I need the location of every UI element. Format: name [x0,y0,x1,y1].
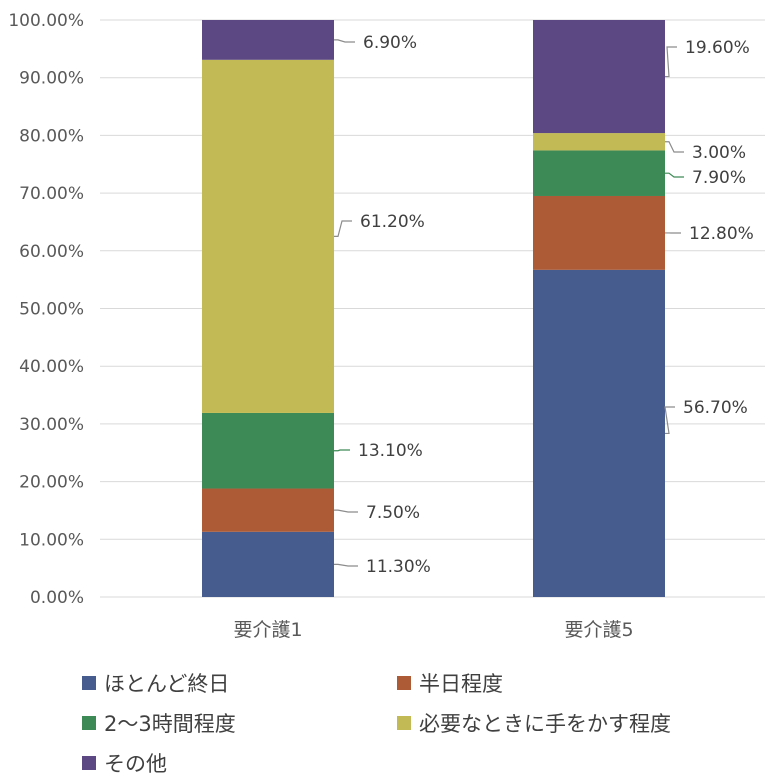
data-label: 19.60% [685,38,750,58]
legend-item: ほとんど終日 [82,668,229,698]
data-label: 61.20% [360,212,425,232]
legend-swatch [82,756,96,770]
leader-line [334,450,350,451]
y-tick-label: 60.00% [19,242,84,262]
data-label: 6.90% [363,33,417,53]
y-tick-label: 80.00% [19,126,84,146]
legend-label: ほとんど終日 [104,668,229,698]
legend-swatch [82,676,96,690]
legend-label: 2〜3時間程度 [104,708,236,738]
leader-line [665,47,677,77]
bar-segment [202,413,334,489]
x-tick-label: 要介護1 [233,619,302,640]
leader-line [665,142,684,152]
y-tick-label: 70.00% [19,184,84,204]
legend-item: 必要なときに手をかす程度 [397,708,671,738]
bar-segment [533,150,665,196]
y-tick-label: 40.00% [19,357,84,377]
legend-label: その他 [104,748,167,778]
bar-segment [202,532,334,597]
bar-segment [533,133,665,150]
bar-segment [533,20,665,133]
legend-swatch [397,716,411,730]
legend-label: 半日程度 [419,668,503,698]
y-tick-label: 50.00% [19,300,84,320]
bar-segment [533,270,665,597]
y-tick-label: 90.00% [19,69,84,89]
legend: ほとんど終日 半日程度 2〜3時間程度 必要なときに手をかす程度その他 [0,660,778,776]
data-label: 56.70% [683,398,748,418]
bar-segment [202,60,334,413]
leader-line [665,173,684,177]
data-label: 7.90% [692,168,746,188]
bar-segment [202,489,334,532]
legend-item: その他 [82,748,167,778]
y-tick-label: 0.00% [30,588,84,608]
legend-item: 2〜3時間程度 [82,708,236,738]
legend-swatch [397,676,411,690]
y-tick-label: 10.00% [19,530,84,550]
data-label: 12.80% [689,224,754,244]
x-tick-label: 要介護5 [564,619,633,640]
y-tick-label: 100.00% [8,11,84,31]
leader-line [665,407,675,433]
legend-item: 半日程度 [397,668,503,698]
stacked-bar-chart: 0.00% 10.00% 20.00% 30.00% 40.00% 50.00% 60.00… [0,0,778,640]
bar-segment [202,20,334,60]
leader-line [334,221,352,236]
leader-line [334,564,358,566]
data-label: 3.00% [692,143,746,163]
legend-swatch [82,716,96,730]
y-tick-label: 20.00% [19,473,84,493]
leader-line [334,40,355,42]
data-label: 11.30% [366,557,431,577]
data-label: 7.50% [366,503,420,523]
legend-label: 必要なときに手をかす程度 [419,708,671,738]
bar-segment [533,196,665,270]
y-tick-label: 30.00% [19,415,84,435]
data-label: 13.10% [358,441,423,461]
leader-line [334,510,358,512]
